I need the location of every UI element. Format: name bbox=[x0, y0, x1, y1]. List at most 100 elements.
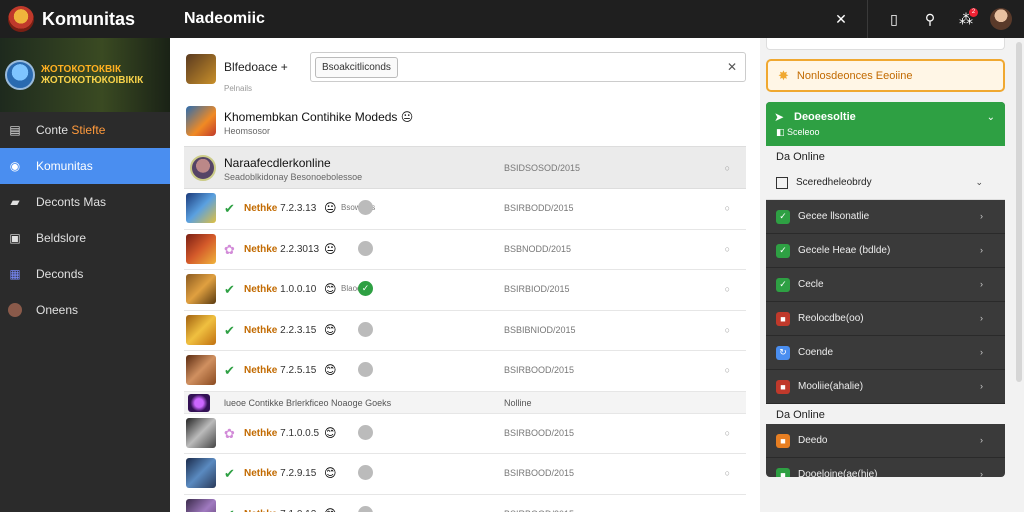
sidebar-item-deconts-mas[interactable]: ▰ Deconts Mas bbox=[0, 184, 170, 220]
panel-item-label: Reolocdbe(oo) bbox=[798, 313, 864, 324]
list-item[interactable]: ✔ Nethke 1.0.0.10 😊 Blaooo ✓ BSIRBIOD/2015 ○ bbox=[184, 270, 746, 311]
panel-items: ✓ Gecee llsonatlie › ✓ Gecele Heae (bdlde) › ✓… bbox=[766, 200, 1005, 404]
sidebar-item-beldslore[interactable]: ▣ Beldslore bbox=[0, 220, 170, 256]
status-chip[interactable] bbox=[358, 240, 373, 256]
avatar[interactable] bbox=[186, 417, 216, 448]
panel-header[interactable]: ➤ Deoeesoltie ◧ Sceleoo ⌄ bbox=[766, 102, 1005, 146]
avatar[interactable] bbox=[188, 393, 210, 412]
more-icon[interactable]: ○ bbox=[724, 365, 730, 375]
more-icon[interactable]: ○ bbox=[724, 284, 730, 294]
list-item[interactable]: ✔ Nethke 7.2.9.15 😊 BSIRBOOD/2015 ○ bbox=[184, 454, 746, 495]
status-chip[interactable] bbox=[358, 321, 373, 337]
more-icon[interactable]: ○ bbox=[724, 468, 730, 478]
panel-sub: ◧ Sceleoo bbox=[776, 127, 820, 137]
profile-banner[interactable]: ЖОТОКОТОКВІК ЖОТОКОТЮКОІВІКІК bbox=[0, 38, 170, 112]
composer-pill[interactable]: Bsoakcitliconds bbox=[315, 56, 398, 78]
sidebar-item-conte[interactable]: ▤ Conte Stiefte bbox=[0, 112, 170, 148]
row-num: 7.2.9.15 bbox=[280, 468, 317, 479]
panel-item-label: Dooeloine(ae(hie) bbox=[798, 469, 878, 477]
sidebar-item-label: Conte bbox=[36, 123, 69, 137]
status-icon: ↻ bbox=[776, 345, 790, 360]
more-icon[interactable]: ○ bbox=[724, 243, 730, 254]
avatar[interactable] bbox=[5, 60, 35, 90]
sidebar-item-accent: Stiefte bbox=[71, 123, 106, 137]
chat-icon: ◧ bbox=[776, 127, 785, 137]
avatar[interactable] bbox=[186, 193, 216, 223]
notification-badge: 2 bbox=[969, 8, 978, 17]
list-item[interactable]: ✔ Nethke 7.2.5.15 😊 BSIRBOOD/2015 ○ bbox=[184, 351, 746, 392]
list-item[interactable]: ✿ Nethke 7.1.0.0.5 😊 BSIRBOOD/2015 ○ bbox=[184, 414, 746, 454]
more-icon[interactable]: ○ bbox=[724, 163, 730, 173]
panel-item[interactable]: ✓ Gecee llsonatlie › bbox=[766, 200, 1005, 234]
list-header-row[interactable]: Naraafecdlerkonline Seadoblkidonay Beson… bbox=[184, 146, 746, 189]
chevron-icon: › bbox=[980, 381, 983, 391]
sidebar-item-deconds[interactable]: ▦ Deconds bbox=[0, 256, 170, 292]
avatar[interactable] bbox=[186, 54, 216, 84]
avatar[interactable] bbox=[186, 458, 216, 488]
avatar[interactable] bbox=[186, 233, 216, 264]
list-item[interactable]: ✔ Nethke 2.2.3.15 😊 BSBIBNIOD/2015 ○ bbox=[184, 311, 746, 351]
list-header-title: Naraafecdlerkonline bbox=[224, 156, 331, 170]
composer-input[interactable]: Bsoakcitliconds ✕ bbox=[310, 52, 746, 82]
status-panel: ➤ Deoeesoltie ◧ Sceleoo ⌄ Da Online Scer… bbox=[766, 102, 1005, 477]
avatar[interactable] bbox=[186, 274, 216, 304]
list-item[interactable]: ✿ Nethke 2.2.3013 😐 BSBNODD/2015 ○ bbox=[184, 230, 746, 270]
globe-icon: ◉ bbox=[9, 159, 21, 173]
avatar[interactable] bbox=[190, 155, 216, 181]
avatar[interactable] bbox=[186, 355, 216, 385]
scrollbar[interactable] bbox=[1016, 42, 1022, 382]
panel-item[interactable]: ✓ Cecle › bbox=[766, 268, 1005, 302]
composer-name: Blfedoace + bbox=[224, 60, 288, 74]
status-icon: ■ bbox=[776, 433, 790, 448]
check-icon: ✔ bbox=[224, 508, 235, 512]
status-chip[interactable] bbox=[358, 505, 373, 512]
composer: Blfedoace + Pelnails Bsoakcitliconds ✕ bbox=[184, 50, 746, 102]
check-icon: ✔ bbox=[224, 466, 235, 481]
more-icon[interactable]: ○ bbox=[724, 203, 730, 213]
row-date: BSIRBOOD/2015 bbox=[504, 427, 575, 438]
divider-online: Nolline bbox=[504, 397, 532, 408]
status-chip[interactable] bbox=[358, 424, 373, 440]
post-header: Khomembkan Contihike Modeds 😐 Heomsosor bbox=[184, 104, 746, 144]
divider-text: lueoe Contikke Brlerkficeo Noaoge Goeks bbox=[224, 397, 392, 408]
more-icon[interactable]: ○ bbox=[725, 509, 730, 512]
status-chip[interactable] bbox=[358, 200, 373, 215]
avatar[interactable] bbox=[186, 498, 216, 512]
panel-item[interactable]: ■ Mooliie(ahalie) › bbox=[766, 370, 1005, 404]
online-alert[interactable]: ✸ Nonlosdeonces Eeoiine bbox=[766, 59, 1005, 92]
list-header-date: BSIDSOSOD/2015 bbox=[504, 163, 581, 173]
status-chip[interactable]: ✓ bbox=[358, 281, 373, 296]
close-icon[interactable]: ✕ bbox=[726, 60, 737, 74]
status-chip[interactable] bbox=[358, 362, 373, 377]
sidebar-item-komunitas[interactable]: ◉ Komunitas bbox=[0, 148, 170, 184]
status-icon: ✓ bbox=[776, 243, 790, 258]
chevron-down-icon[interactable]: ⌄ bbox=[986, 112, 995, 123]
list-item[interactable]: ✔Nethke 7.2.3.13😐BsowoiosBSIRBODD/2015○ bbox=[184, 189, 746, 230]
document-button[interactable]: ▯ bbox=[876, 0, 912, 38]
more-icon[interactable]: ○ bbox=[724, 324, 730, 335]
panel-item[interactable]: ■ Dooeloine(ae(hie) › bbox=[766, 458, 1005, 477]
status-chip[interactable] bbox=[358, 465, 373, 480]
panel-sub-item[interactable]: Sceredheleobrdy ⌄ bbox=[766, 166, 1005, 200]
panel-item[interactable]: ■ Reolocdbe(oo) › bbox=[766, 302, 1005, 336]
status-icon: ■ bbox=[776, 467, 790, 477]
top-header: Nadeomiic ✕ ▯ ⚲ ⁂ 2 bbox=[170, 0, 1024, 38]
panel-item[interactable]: ✓ Gecele Heae (bdlde) › bbox=[766, 234, 1005, 268]
panel-item[interactable]: ■ Deedo › bbox=[766, 424, 1005, 458]
list-divider: lueoe Contikke Brlerkficeo Noaoge Goeks N… bbox=[184, 391, 746, 414]
car-icon: ▰ bbox=[10, 195, 20, 209]
notifications-button[interactable]: ⁂ 2 bbox=[948, 0, 984, 38]
more-icon[interactable]: ○ bbox=[724, 427, 730, 438]
sidebar-item-oneens[interactable]: Oneens bbox=[0, 292, 170, 328]
row-name: Nethke bbox=[244, 427, 278, 439]
panel-item[interactable]: ↻ Coende › bbox=[766, 336, 1005, 370]
user-button[interactable]: ⚲ bbox=[912, 0, 948, 38]
list-item[interactable]: ✔ Nethke 7.1.0.12 😊 BSIRBOOD/2015 ○ bbox=[184, 495, 746, 512]
avatar[interactable] bbox=[186, 314, 216, 345]
row-name: Nethke bbox=[244, 284, 278, 295]
close-button[interactable]: ✕ bbox=[823, 0, 859, 38]
avatar[interactable] bbox=[990, 8, 1012, 30]
document-icon: ▯ bbox=[890, 10, 898, 27]
avatar[interactable] bbox=[186, 106, 216, 136]
row-num: 7.1.0.0.5 bbox=[280, 427, 320, 439]
